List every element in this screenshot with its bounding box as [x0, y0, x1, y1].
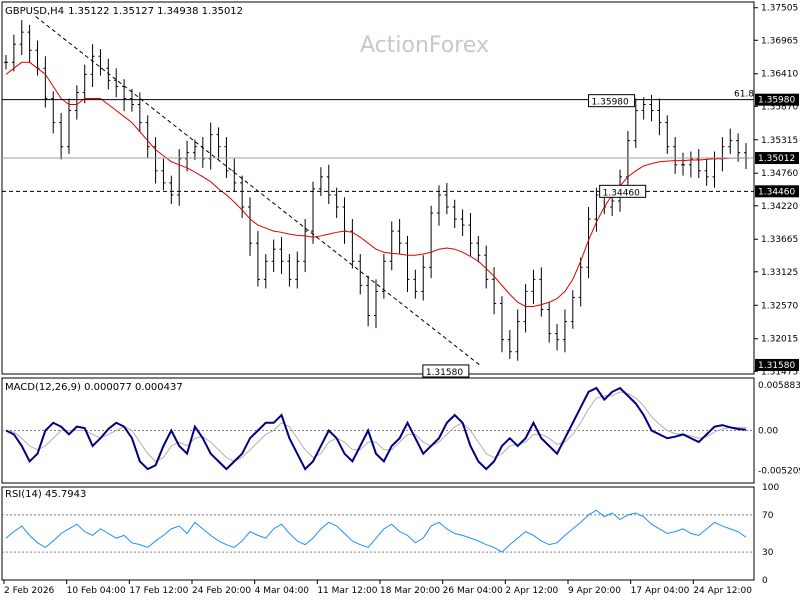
- time-tick-label: 4 Mar 04:00: [255, 586, 310, 596]
- price-tick-label: 1.31475: [761, 367, 798, 377]
- price-tag-bg: [755, 185, 799, 198]
- rsi-panel[interactable]: [2, 509, 754, 553]
- moving-average-line: [5, 61, 746, 307]
- time-tick-label: 10 Feb 04:00: [67, 586, 126, 596]
- rsi-title: RSI(14) 45.7943: [5, 489, 86, 500]
- rsi-tick-label: 30: [762, 548, 774, 558]
- axes: 1.37505 1.36965 1.36410 1.35870 1.35315 1.347…: [3, 4, 800, 596]
- price-tick-label: 1.34220: [761, 202, 798, 212]
- watermark: ActionForex: [360, 33, 489, 58]
- time-tick-label: 2 Feb 2026: [4, 586, 55, 596]
- time-tick-label: 24 Feb 20:00: [192, 586, 251, 596]
- rsi-line: [5, 509, 747, 553]
- price-tick-label: 1.37505: [761, 4, 798, 14]
- time-tick-label: 18 Mar 20:00: [380, 586, 440, 596]
- macd-signal-line: [5, 391, 746, 462]
- main-frame: [1, 1, 755, 375]
- macd-tick-label: -0.005209: [758, 467, 800, 477]
- time-tick-label: 2 Apr 12:00: [505, 586, 558, 596]
- price-tick-label: 1.35870: [761, 102, 798, 112]
- macd-panel[interactable]: [2, 386, 754, 471]
- price-tick-label: 1.33125: [761, 268, 798, 278]
- price-tick-label: 1.32570: [761, 301, 798, 311]
- price-panel[interactable]: 61.8 1.34460 1.31580 1.35980: [2, 16, 754, 378]
- price-tag: 1.34460: [758, 187, 795, 197]
- price-tag-bg: [755, 152, 799, 165]
- panel-frames: [1, 1, 755, 581]
- macd-tick-label: 0.005883: [758, 381, 800, 391]
- high-box: [588, 94, 636, 108]
- time-tick-label: 17 Feb 12:00: [129, 586, 188, 596]
- price-tick-label: 1.34760: [761, 169, 798, 179]
- macd-tick-label: 0.00: [758, 427, 778, 437]
- macd-line: [5, 386, 747, 471]
- time-tick-label: 26 Mar 04:00: [443, 586, 503, 596]
- price-tag-bg: [755, 358, 799, 371]
- time-tick-label: 24 Apr 12:00: [693, 586, 752, 596]
- price-box-label: 1.31580: [426, 368, 463, 378]
- macd-title: MACD(12,26,9) 0.000077 0.000437: [5, 382, 183, 393]
- time-tick-label: 17 Apr 04:00: [631, 586, 690, 596]
- price-tick-label: 1.36965: [761, 36, 798, 46]
- price-tag: 1.31580: [758, 361, 795, 371]
- price-tag: 1.35980: [758, 96, 795, 106]
- price-box: [422, 364, 470, 378]
- price-tick-label: 1.32015: [761, 335, 798, 345]
- price-box-label: 1.34460: [603, 188, 640, 198]
- time-tick-label: 9 Apr 20:00: [568, 586, 621, 596]
- ohlc-values: 1.35122 1.35127 1.34938 1.35012: [68, 6, 243, 17]
- price-tick-label: 1.35315: [761, 136, 798, 146]
- rsi-frame: [1, 486, 755, 581]
- chart-symbol: GBPUSD,H4 1.35122 1.35127 1.34938 1.35012: [5, 6, 243, 17]
- high-box-label: 1.35980: [592, 98, 629, 108]
- price-tick-label: 1.33665: [761, 235, 798, 245]
- price-tag-bg: [755, 93, 799, 106]
- rsi-tick-label: 100: [762, 483, 779, 493]
- price-box: [599, 184, 647, 198]
- fib-label: 61.8: [734, 90, 754, 100]
- symbol-label: GBPUSD,H4: [5, 6, 64, 17]
- time-tick-label: 11 Mar 12:00: [317, 586, 377, 596]
- rsi-tick-label: 0: [762, 576, 768, 586]
- rsi-tick-label: 70: [762, 511, 774, 521]
- price-tag: 1.35012: [758, 154, 795, 164]
- price-tick-label: 1.36410: [761, 70, 798, 80]
- trendline: [35, 16, 480, 366]
